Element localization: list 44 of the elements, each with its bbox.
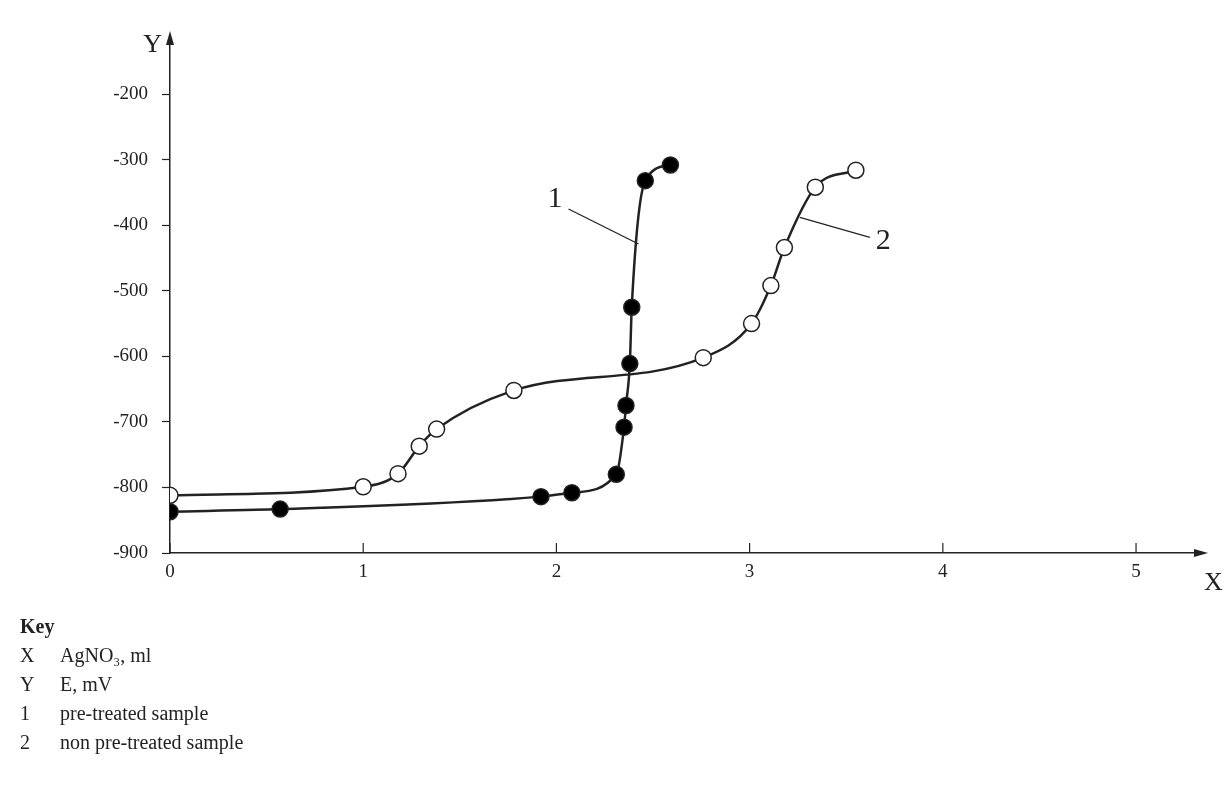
x-tick-label: 5 xyxy=(1131,560,1141,582)
point xyxy=(762,276,780,295)
point xyxy=(623,298,641,316)
point xyxy=(621,354,639,373)
text: 1 pre-treated sample xyxy=(20,702,209,724)
y-tick-label: -900 xyxy=(113,540,148,562)
point xyxy=(389,464,407,483)
text: 1 xyxy=(547,179,563,213)
x-tick-label: 1 xyxy=(358,560,368,582)
x-tick-label: 0 xyxy=(165,560,175,582)
point xyxy=(563,483,581,502)
legend-label: 2 xyxy=(875,222,891,256)
point xyxy=(607,465,626,484)
point xyxy=(661,156,680,174)
point xyxy=(532,487,550,506)
point xyxy=(354,478,372,496)
y-tick-label: -600 xyxy=(113,344,148,366)
text: X AgNO₃, ml xyxy=(20,644,152,666)
text: Key xyxy=(20,614,55,640)
point xyxy=(806,178,825,196)
point xyxy=(271,500,289,518)
x-tick-label: 2 xyxy=(551,560,562,582)
y-tick-label: -500 xyxy=(113,278,148,300)
point xyxy=(636,171,655,190)
y-tick-label: -700 xyxy=(113,409,148,431)
point xyxy=(847,161,865,179)
y-tick-label: -400 xyxy=(113,213,148,235)
y-tick-label: -800 xyxy=(113,475,148,497)
point xyxy=(742,314,761,333)
x-tick-label: 3 xyxy=(744,560,755,582)
point xyxy=(505,381,523,400)
x-axis-title: X xyxy=(1204,566,1223,596)
point xyxy=(617,396,635,415)
text: Y E, mV xyxy=(20,673,113,695)
y-axis-title: Y xyxy=(143,28,163,58)
point xyxy=(410,437,428,455)
point xyxy=(775,238,794,257)
text: 2 non pre-treated sample xyxy=(20,731,244,753)
point xyxy=(694,348,712,367)
y-tick-label: -200 xyxy=(113,82,148,104)
x-tick-label: 4 xyxy=(938,560,949,582)
point xyxy=(615,418,633,436)
y-tick-label: -300 xyxy=(113,147,148,169)
point xyxy=(427,420,446,438)
